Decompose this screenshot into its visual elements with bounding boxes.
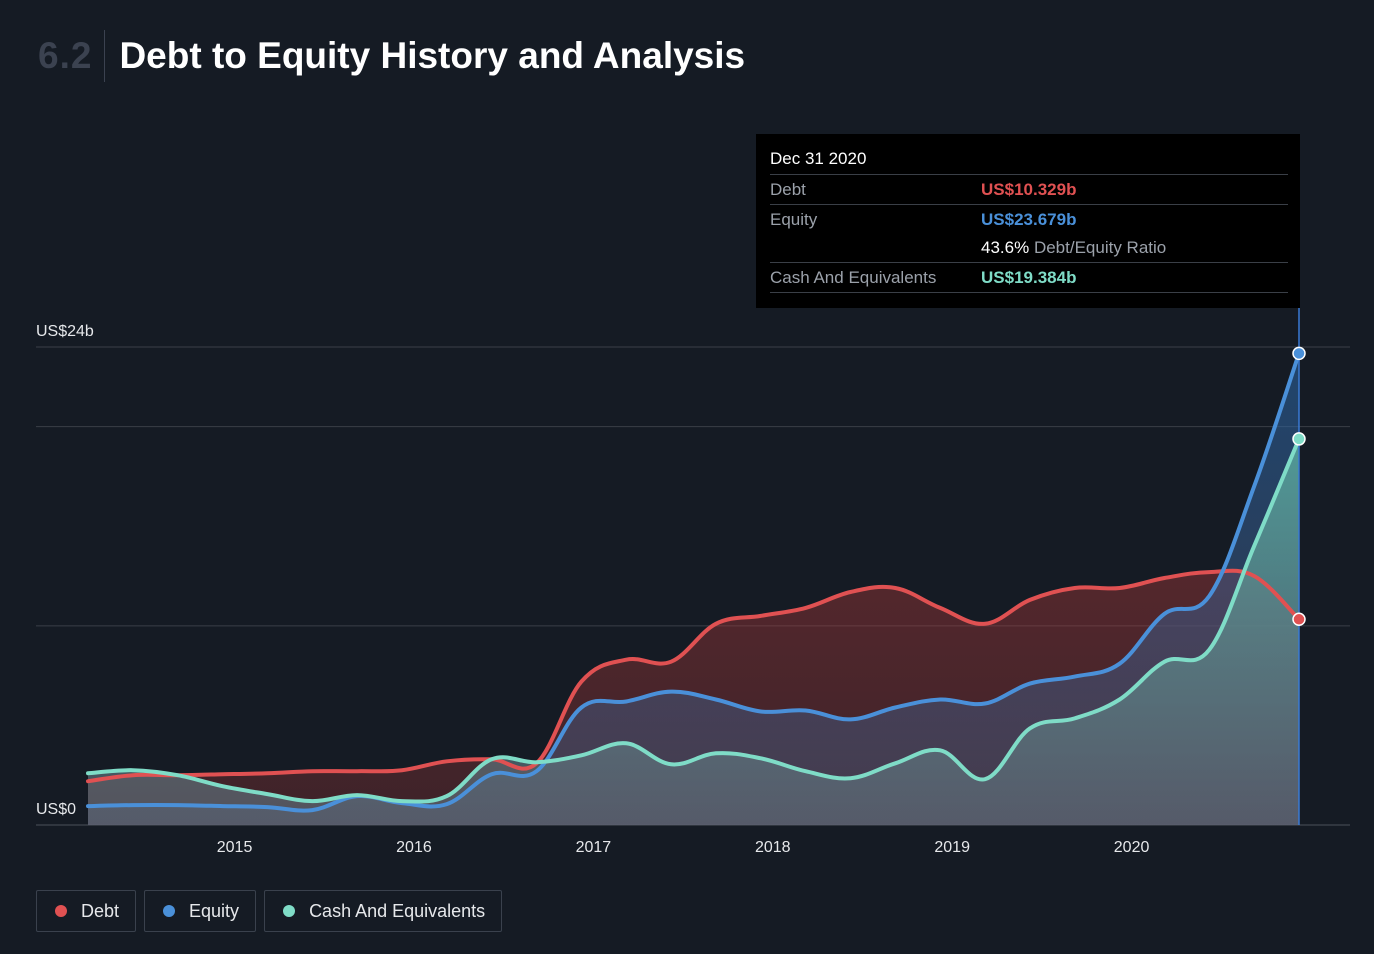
x-tick-label: 2018 — [755, 839, 791, 856]
cash-and-equivalents-point[interactable] — [1292, 432, 1306, 446]
cash-dot-icon — [283, 905, 296, 917]
cash-and-equivalents-line[interactable] — [86, 436, 1301, 804]
tooltip-equity-value: US$23.679b — [981, 210, 1077, 229]
tooltip-cash-row: Cash And Equivalents US$19.384b — [770, 263, 1288, 293]
x-tick-label: 2017 — [576, 839, 612, 856]
x-tick-label: 2020 — [1114, 839, 1150, 856]
tooltip-equity-label: Equity — [770, 210, 818, 229]
legend-label-debt: Debt — [81, 900, 120, 921]
tooltip-cash-label: Cash And Equivalents — [770, 268, 937, 287]
tooltip-cash-value: US$19.384b — [981, 268, 1077, 287]
legend-item-debt[interactable]: Debt — [36, 890, 137, 932]
x-tick-label: 2019 — [934, 839, 970, 856]
equity-area — [88, 353, 1299, 825]
debt-equity-chart[interactable]: US$0 US$24b 2015 2016 2017 2018 2019 2020 — [0, 0, 1374, 880]
tooltip-debt-row: Debt US$10.329b — [770, 175, 1288, 205]
equity-line[interactable] — [86, 351, 1301, 813]
equity-point[interactable] — [1292, 346, 1306, 361]
tooltip-debt-label: Debt — [770, 180, 806, 199]
tooltip-ratio-value: 43.6% — [981, 238, 1030, 257]
tooltip-debt-value: US$10.329b — [981, 180, 1077, 199]
tooltip-equity-row: Equity US$23.679b 43.6% Debt/Equity Rati… — [770, 205, 1288, 263]
y-tick-label: US$0 — [36, 801, 76, 818]
tooltip-date: Dec 31 2020 — [770, 148, 1288, 175]
debt-line[interactable] — [86, 568, 1301, 784]
chart-header: 6.2 Debt to Equity History and Analysis — [38, 30, 745, 82]
data-tooltip: Dec 31 2020 Debt US$10.329b Equity US$23… — [756, 134, 1300, 308]
legend-item-equity[interactable]: Equity — [144, 890, 257, 932]
legend-label-equity: Equity — [189, 900, 240, 921]
cash-and-equivalents-area — [88, 438, 1299, 825]
x-tick-label: 2016 — [396, 839, 432, 856]
y-tick-label: US$24b — [36, 323, 94, 340]
equity-dot-icon — [163, 905, 176, 917]
section-number: 6.2 — [38, 30, 106, 82]
tooltip-ratio-label: Debt/Equity Ratio — [1033, 238, 1167, 257]
chart-legend: Debt Equity Cash And Equivalents — [36, 890, 510, 932]
debt-dot-icon — [55, 905, 67, 917]
legend-label-cash: Cash And Equivalents — [309, 900, 486, 921]
x-tick-label: 2015 — [217, 839, 253, 856]
page-title: Debt to Equity History and Analysis — [119, 35, 746, 76]
tooltip-ratio: 43.6% Debt/Equity Ratio — [770, 234, 1288, 262]
legend-item-cash[interactable]: Cash And Equivalents — [264, 890, 503, 932]
debt-point[interactable] — [1292, 612, 1306, 627]
